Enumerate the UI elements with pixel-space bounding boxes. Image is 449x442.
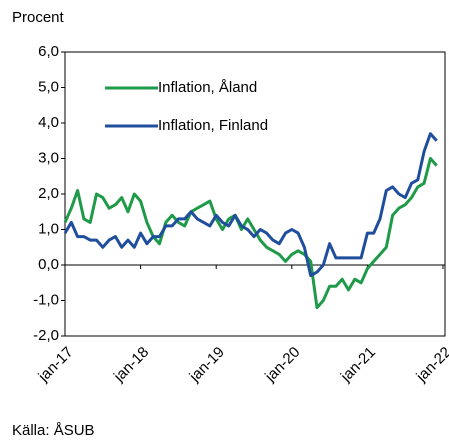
- source: Källa: ÅSUB: [12, 422, 95, 439]
- y-tick-label: 2,0: [38, 185, 59, 202]
- y-tick-label: 1,0: [38, 220, 59, 237]
- y-tick-label: -1,0: [33, 291, 59, 308]
- y-tick-label: 0,0: [38, 256, 59, 273]
- x-tick-label: jan-19: [186, 344, 228, 386]
- x-tick-label: jan-21: [337, 344, 379, 386]
- series-line: [63, 132, 438, 278]
- y-tick-label: 4,0: [38, 114, 59, 131]
- y-tick-label: 5,0: [38, 78, 59, 95]
- x-tick-label: jan-22: [412, 344, 449, 386]
- x-tick-label: jan-18: [110, 344, 152, 386]
- y-axis-label: Procent: [12, 9, 65, 26]
- legend-label: Inflation, Finland: [158, 117, 268, 134]
- x-tick-label: jan-17: [34, 344, 76, 386]
- x-tick-label: jan-20: [261, 344, 303, 386]
- series-line: [63, 157, 438, 310]
- y-tick-label: -2,0: [33, 327, 59, 344]
- y-tick-label: 3,0: [38, 149, 59, 166]
- y-tick-label: 6,0: [38, 43, 59, 60]
- legend-label: Inflation, Åland: [158, 79, 257, 96]
